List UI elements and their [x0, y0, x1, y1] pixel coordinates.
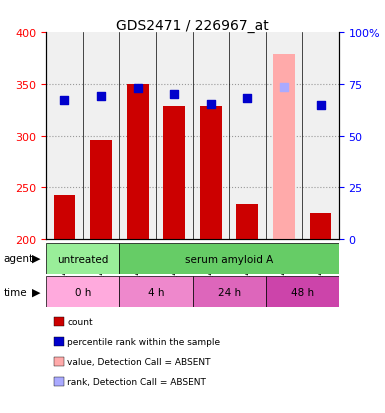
- Text: GDS2471 / 226967_at: GDS2471 / 226967_at: [116, 19, 269, 33]
- Text: serum amyloid A: serum amyloid A: [185, 254, 273, 264]
- FancyBboxPatch shape: [46, 277, 119, 308]
- Bar: [310, 214, 331, 240]
- Text: percentile rank within the sample: percentile rank within the sample: [67, 337, 221, 346]
- Point: [98, 94, 104, 100]
- Text: count: count: [67, 317, 93, 326]
- Text: time: time: [4, 287, 27, 297]
- Text: 4 h: 4 h: [148, 287, 164, 297]
- Point: [61, 98, 68, 104]
- Bar: [273, 55, 295, 240]
- Text: ▶: ▶: [32, 253, 40, 263]
- Text: 48 h: 48 h: [291, 287, 314, 297]
- Bar: [163, 106, 185, 240]
- Point: [135, 85, 141, 92]
- Text: ▶: ▶: [32, 287, 40, 297]
- Point: [318, 102, 324, 109]
- Text: untreated: untreated: [57, 254, 109, 264]
- FancyBboxPatch shape: [119, 277, 192, 308]
- Bar: [127, 85, 149, 240]
- Bar: [200, 106, 222, 240]
- Point: [171, 92, 177, 98]
- FancyBboxPatch shape: [119, 244, 339, 275]
- Bar: [236, 204, 258, 240]
- Bar: [54, 195, 75, 240]
- FancyBboxPatch shape: [192, 277, 266, 308]
- Text: 0 h: 0 h: [75, 287, 91, 297]
- Text: 24 h: 24 h: [218, 287, 241, 297]
- Point: [244, 96, 251, 102]
- FancyBboxPatch shape: [46, 244, 119, 275]
- Point: [281, 84, 287, 91]
- FancyBboxPatch shape: [266, 277, 339, 308]
- Bar: [90, 140, 112, 240]
- Text: value, Detection Call = ABSENT: value, Detection Call = ABSENT: [67, 357, 211, 366]
- Text: rank, Detection Call = ABSENT: rank, Detection Call = ABSENT: [67, 377, 206, 386]
- Point: [208, 101, 214, 108]
- Text: agent: agent: [4, 253, 34, 263]
